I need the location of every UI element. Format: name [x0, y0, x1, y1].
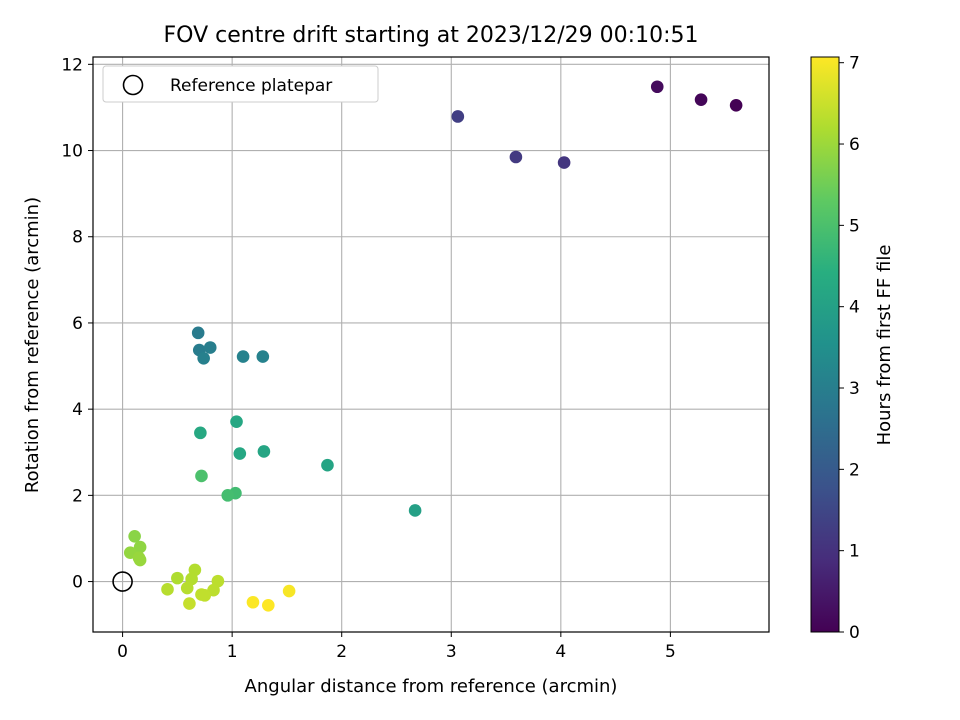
colorbar-ticks: 0 1 2 3 4 5 6 7 — [839, 54, 860, 643]
colorbar-tick-label: 5 — [849, 216, 860, 236]
x-tick-label: 1 — [227, 642, 238, 662]
y-tick-label: 12 — [61, 55, 83, 75]
data-point — [203, 341, 217, 354]
colorbar-tick-label: 7 — [849, 54, 860, 74]
x-axis-label: Angular distance from reference (arcmin) — [245, 676, 618, 697]
legend: Reference platepar — [102, 65, 379, 103]
data-point — [451, 110, 465, 123]
colorbar-tick-label: 4 — [849, 298, 860, 318]
x-tick-label: 3 — [446, 642, 457, 662]
x-tick-label: 4 — [555, 642, 566, 662]
colorbar-gradient — [810, 56, 840, 633]
colorbar-label: Hours from first FF file — [874, 245, 895, 446]
y-tick-label: 0 — [72, 573, 83, 593]
grid — [93, 57, 769, 632]
colorbar-tick-label: 1 — [849, 542, 860, 562]
colorbar-tick-label: 3 — [849, 379, 860, 399]
y-tick-label: 8 — [72, 228, 83, 248]
data-point — [236, 350, 250, 363]
data-point — [729, 98, 743, 112]
data-point — [650, 80, 664, 94]
data-point — [261, 598, 275, 612]
data-point — [180, 581, 194, 595]
colorbar-tick-label: 6 — [849, 135, 860, 155]
data-point — [183, 597, 196, 610]
data-point — [233, 447, 247, 460]
x-tick-label: 2 — [336, 642, 347, 662]
colorbar-tick-label: 2 — [849, 460, 860, 480]
y-tick-label: 10 — [61, 142, 83, 162]
data-point — [133, 540, 147, 554]
y-axis-ticks: 0 2 4 6 8 10 12 — [61, 55, 93, 593]
data-point — [128, 530, 141, 543]
data-point — [694, 93, 708, 106]
colorbar: 0 1 2 3 4 5 6 7 Hours from first FF file — [810, 54, 895, 643]
data-point — [194, 426, 207, 440]
y-tick-label: 4 — [72, 400, 83, 420]
chart-title: FOV centre drift starting at 2023/12/29 … — [164, 23, 699, 48]
plot-frame — [92, 56, 770, 633]
x-tick-label: 0 — [117, 642, 128, 662]
data-point — [256, 350, 270, 363]
scatter-points — [123, 80, 743, 612]
y-tick-label: 2 — [72, 486, 83, 506]
colorbar-tick-label: 0 — [849, 623, 860, 643]
legend-box — [102, 65, 379, 103]
data-point — [246, 595, 260, 609]
x-axis-ticks: 0 1 2 3 4 5 — [117, 632, 676, 662]
data-point — [221, 489, 235, 502]
x-tick-label: 5 — [665, 642, 676, 662]
data-point — [408, 504, 422, 517]
legend-entry-reference: Reference platepar — [170, 76, 332, 96]
data-point — [133, 553, 147, 567]
data-point — [198, 589, 212, 602]
data-point — [171, 571, 184, 585]
legend-reference-marker — [122, 74, 144, 96]
data-point — [257, 445, 271, 458]
y-axis-label: Rotation from reference (arcmin) — [22, 197, 43, 493]
y-tick-label: 6 — [72, 314, 83, 334]
data-point — [557, 156, 571, 169]
data-point — [230, 415, 243, 428]
data-point — [282, 584, 296, 598]
data-point — [161, 583, 174, 596]
data-point — [509, 150, 523, 164]
data-point — [195, 469, 208, 483]
data-point — [321, 458, 334, 472]
reference-platepar-marker — [112, 571, 133, 592]
data-point — [197, 351, 210, 365]
data-point — [191, 326, 205, 340]
